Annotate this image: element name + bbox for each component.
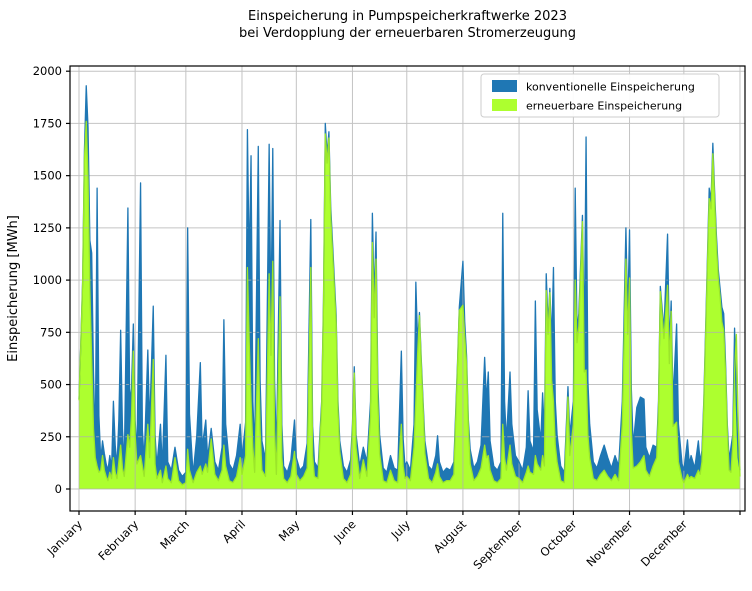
y-tick-label: 500	[40, 378, 62, 392]
legend-swatch	[492, 99, 517, 111]
axes-spines	[69, 65, 746, 512]
chart-title-line2: bei Verdopplung der erneuerbaren Stromer…	[239, 26, 576, 41]
legend-label: konventionelle Einspeicherung	[526, 81, 695, 94]
legend: konventionelle Einspeicherung erneuerbare…	[480, 73, 720, 118]
y-tick-label: 1500	[33, 169, 62, 183]
y-tick-label: 1250	[33, 221, 62, 235]
y-tick-label: 1000	[33, 273, 62, 287]
legend-swatch	[492, 80, 517, 92]
y-tick-label: 2000	[33, 64, 62, 78]
chart-title-line1: Einspeicherung in Pumpspeicherkraftwerke…	[248, 9, 567, 24]
y-tick-label: 0	[55, 482, 62, 496]
legend-box	[480, 73, 720, 118]
erneuerbar-fill	[79, 121, 740, 489]
y-tick-label: 1750	[33, 116, 62, 130]
series-fills	[79, 85, 740, 489]
y-axis: 0 250 500 750 1000 1250 1500 1750 2000	[33, 64, 70, 496]
konventionell-line	[78, 85, 741, 478]
legend-label: erneuerbare Einspeicherung	[526, 100, 682, 113]
y-tick-label: 750	[40, 325, 62, 339]
y-axis-label: Einspeicherung [MWh]	[6, 215, 21, 362]
y-tick-label: 250	[40, 430, 62, 444]
erneuerbar-line	[78, 120, 741, 486]
series-lines	[78, 85, 741, 486]
